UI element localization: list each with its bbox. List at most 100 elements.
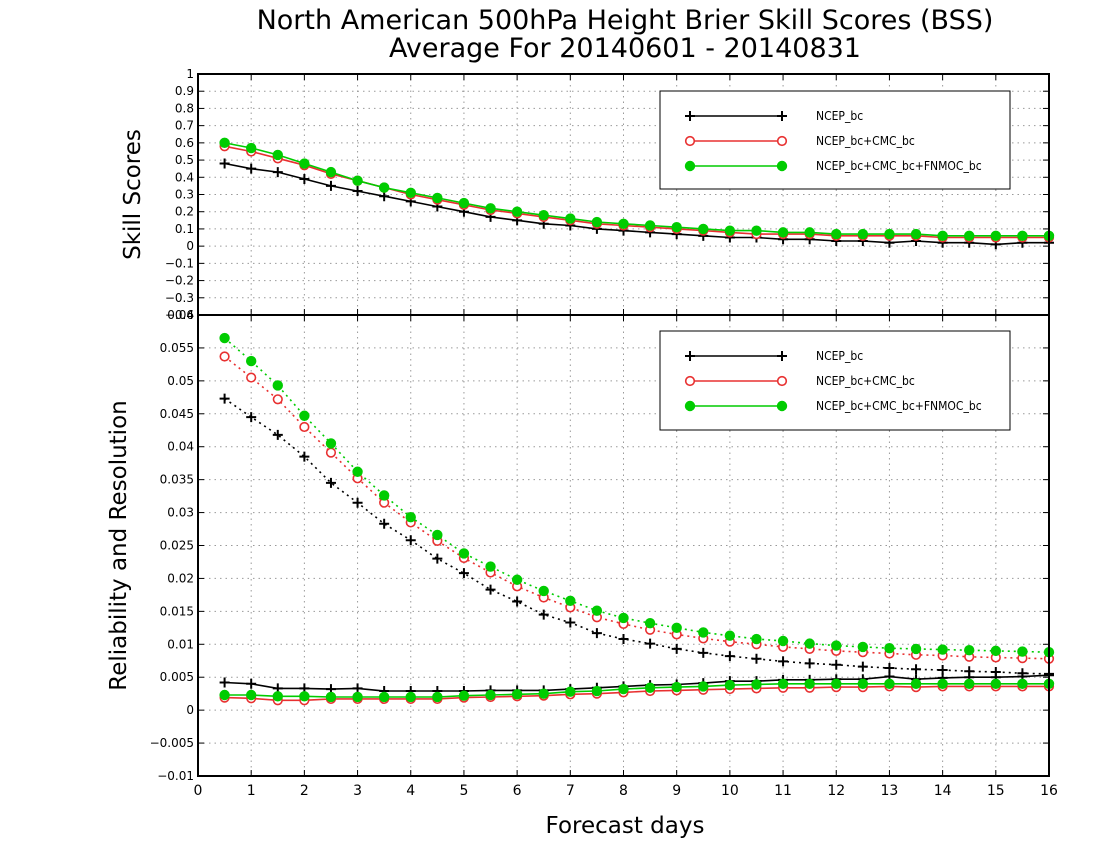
data-point [857,228,869,240]
data-point [219,677,230,688]
y-tick-label: 0.045 [160,407,194,421]
data-point [458,548,470,559]
data-point [511,206,523,217]
data-point [432,192,443,204]
data-point [990,230,1002,242]
x-axis-ticks: 0 1 2 3 4 5 6 7 8 9 10 11 12 13 14 15 16 [194,315,1058,799]
y-tick-label: 0.01 [167,637,194,651]
legend-marker [777,111,787,121]
legend-marker [684,400,696,412]
data-point [937,678,948,689]
data-point [591,628,602,639]
y-axis-label: Reliability and Resolution [106,400,132,690]
data-point [245,142,257,154]
x-tick-label: 7 [566,783,575,799]
data-point [325,438,337,449]
legend-marker [776,135,788,147]
y-tick-label: −0.3 [165,291,194,305]
data-point [458,197,470,209]
data-point [219,393,230,404]
data-point [565,686,576,697]
data-point [804,227,815,238]
legend-label: NCEP_bc [816,349,863,363]
x-tick-label: 2 [300,783,309,799]
data-point [751,679,762,690]
plot-frame [197,314,1050,777]
data-point [644,618,656,629]
data-point [857,641,869,653]
y-tick-label: 0.03 [167,506,194,520]
legend-label: NCEP_bc [816,109,863,123]
data-point [432,529,443,541]
data-point [352,466,363,477]
data-point [299,421,310,433]
data-point [565,213,576,224]
data-point [857,661,868,672]
x-tick-label: 9 [672,783,681,799]
data-point [325,166,337,178]
data-point [777,678,789,689]
data-point [964,645,975,656]
data-point [884,662,895,673]
data-point [352,691,363,703]
legend-box [659,90,1011,190]
data-point [698,223,709,235]
data-point [299,158,310,169]
data-point [618,218,629,229]
x-tick-label: 15 [987,783,1005,799]
y-tick-label: 0.06 [167,308,194,322]
data-point [937,644,948,655]
legend-marker [685,111,695,121]
legend: NCEP_bc NCEP_bc+CMC_bc NCEP_bc+CMC_bc+FNMO… [659,90,1011,190]
data-point [964,230,975,242]
data-point [378,490,390,501]
data-point [591,216,603,228]
legend-marker [776,400,788,412]
x-tick-label: 11 [774,783,792,799]
data-point [352,497,363,508]
y-tick-label: 0.9 [175,84,194,98]
data-point [1017,646,1028,657]
data-point [245,689,257,701]
legend-marker [776,160,788,172]
data-point [698,627,709,638]
data-point [246,678,257,689]
legend-label: NCEP_bc+CMC_bc+FNMOC_bc [816,159,982,173]
chart-subtitle: Average For 20140601 - 20140831 [389,33,861,64]
data-point [272,691,283,702]
data-point [724,679,736,691]
data-point [511,689,523,700]
data-point [831,228,842,240]
y-tick-label: −0.2 [165,274,194,288]
x-tick-label: 8 [619,783,628,799]
data-point [511,574,523,585]
legend-label: NCEP_bc+CMC_bc [816,134,915,148]
data-point [299,691,310,702]
reliability-resolution-panel: −0.01 −0.005 0 0.005 0.01 0.015 0.02 0.025 0.03 0… [106,308,1058,799]
data-point [378,182,390,193]
data-point [272,167,283,178]
data-point [671,622,682,634]
data-point [485,584,496,595]
x-tick-label: 6 [513,783,522,799]
series-ncep-bc-cmc-bc [219,351,1055,664]
data-point [219,689,230,701]
data-point [405,187,416,198]
series-ncep-bc-cmc-bc-fnmoc-bc [219,332,1055,658]
x-tick-label: 12 [827,783,845,799]
data-point [884,643,895,654]
data-point [352,186,363,197]
data-point [751,653,762,664]
data-point [379,518,390,529]
data-point [219,332,230,344]
series-ncep-bc-cmc-bc-fnmoc-bc [219,678,1055,703]
data-point [671,643,682,654]
data-point [618,612,629,624]
data-point [299,174,310,185]
data-point [644,220,656,231]
y-tick-label: 0.7 [175,119,194,133]
data-point [884,678,895,689]
data-point [299,451,310,462]
y-tick-label: 0.02 [167,571,194,585]
x-tick-label: 3 [353,783,362,799]
